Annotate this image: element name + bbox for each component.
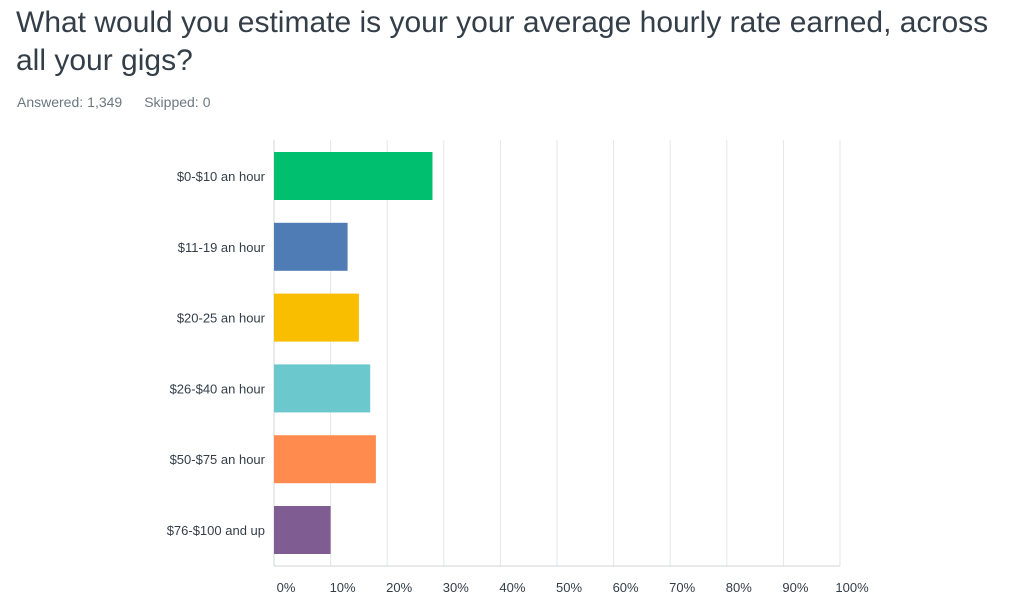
category-label: $76-$100 and up <box>167 523 265 538</box>
x-tick-label: 100% <box>835 580 869 595</box>
x-tick-label: 30% <box>443 580 469 595</box>
skipped-label: Skipped: <box>144 94 199 110</box>
skipped-value: 0 <box>202 94 211 110</box>
bar <box>274 506 331 554</box>
bar <box>274 222 348 271</box>
x-tick-label: 70% <box>669 580 695 595</box>
category-label: $0-$10 an hour <box>177 169 266 184</box>
category-label: $11-19 an hour <box>178 240 266 255</box>
bar <box>274 364 371 413</box>
answered-value: 1,349 <box>87 94 123 110</box>
answered-stat: Answered: 1,349 <box>17 94 122 110</box>
x-tick-label: 0% <box>277 580 296 595</box>
bar <box>274 435 376 484</box>
category-label: $50-$75 an hour <box>170 452 266 467</box>
bar <box>274 152 433 200</box>
bar <box>274 293 359 342</box>
answered-label: Answered: <box>17 94 84 110</box>
x-tick-label: 60% <box>613 580 639 595</box>
x-tick-label: 40% <box>499 580 525 595</box>
category-label: $20-25 an hour <box>177 311 266 326</box>
skipped-stat: Skipped: 0 <box>144 94 210 110</box>
x-tick-label: 10% <box>330 580 356 595</box>
question-title: What would you estimate is your your ave… <box>16 6 989 77</box>
x-tick-label: 90% <box>782 580 808 595</box>
response-stats: Answered: 1,349 Skipped: 0 <box>17 94 210 110</box>
category-label: $26-$40 an hour <box>170 381 266 396</box>
x-tick-label: 50% <box>556 580 582 595</box>
x-tick-label: 80% <box>726 580 752 595</box>
x-tick-label: 20% <box>386 580 412 595</box>
